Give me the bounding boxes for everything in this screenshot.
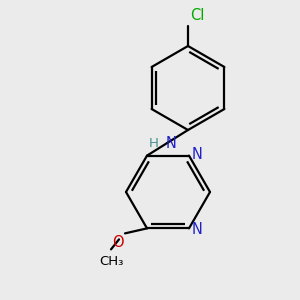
Text: N: N bbox=[192, 222, 203, 237]
Text: N: N bbox=[166, 136, 176, 151]
Text: H: H bbox=[148, 137, 158, 150]
Text: CH₃: CH₃ bbox=[99, 255, 123, 268]
Text: N: N bbox=[192, 147, 203, 162]
Text: O: O bbox=[112, 236, 124, 250]
Text: Cl: Cl bbox=[190, 8, 204, 23]
